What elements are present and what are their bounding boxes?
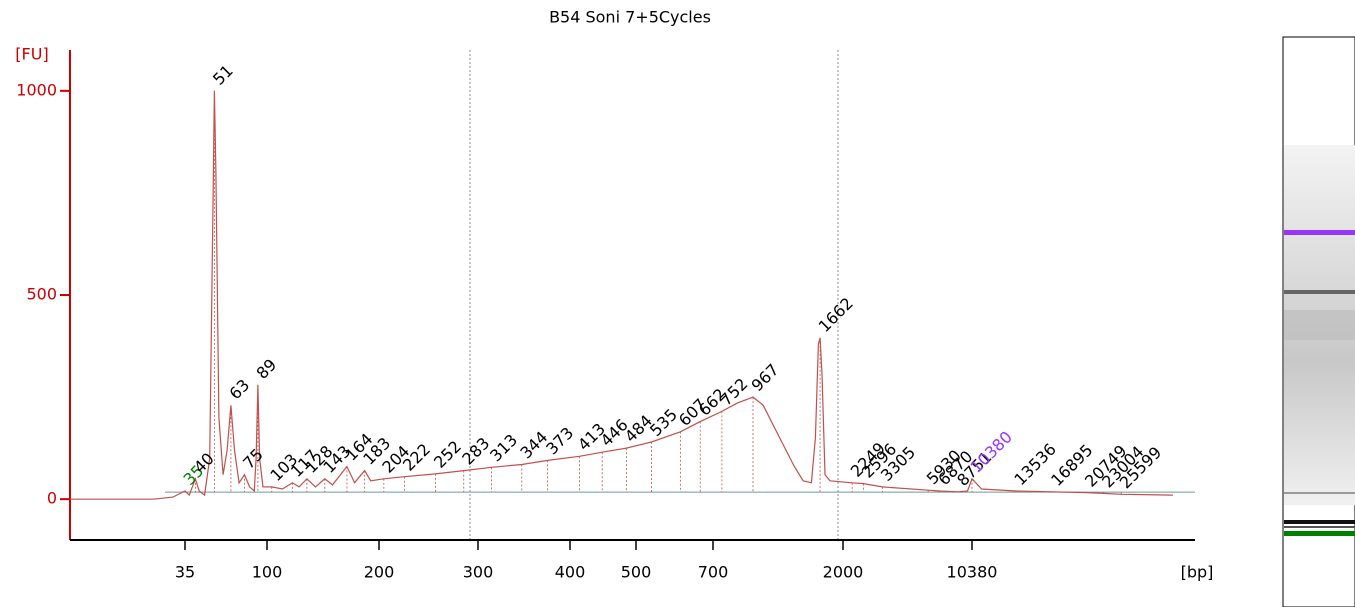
y-tick-label: 500 <box>26 285 57 304</box>
gel-lane <box>1282 36 1355 608</box>
gel-band <box>1284 230 1355 235</box>
peak-label: 535 <box>646 405 681 440</box>
x-tick-label: 2000 <box>823 563 864 582</box>
gel-band <box>1284 526 1355 528</box>
peak-label: 89 <box>252 355 280 383</box>
x-tick-label: 100 <box>252 563 283 582</box>
peak-label: 51 <box>209 61 237 89</box>
gel-band <box>1284 520 1355 524</box>
gel-band <box>1284 531 1355 536</box>
peak-label: 313 <box>486 430 521 465</box>
x-tick-label: 300 <box>463 563 494 582</box>
x-tick-label: 35 <box>175 563 195 582</box>
peak-label: 967 <box>748 360 783 395</box>
chart-title: B54 Soni 7+5Cycles <box>549 8 711 27</box>
peak-label: 373 <box>542 423 577 458</box>
x-tick-label: 10380 <box>947 563 998 582</box>
x-tick-label: 500 <box>621 563 652 582</box>
x-tick-label: 400 <box>555 563 586 582</box>
peak-label: 75 <box>239 445 267 473</box>
peak-label: 10380 <box>967 427 1016 476</box>
gel-band <box>1284 492 1355 494</box>
x-tick-label: 700 <box>698 563 729 582</box>
peak-label: 222 <box>399 440 434 475</box>
y-tick-label: 1000 <box>16 80 57 99</box>
y-tick-label: 0 <box>47 489 57 508</box>
y-axis-label: [FU] <box>15 45 48 64</box>
peak-label: 1662 <box>815 294 857 336</box>
x-axis-label: [bp] <box>1181 563 1214 582</box>
peak-label: 63 <box>225 375 253 403</box>
gel-band <box>1284 310 1355 340</box>
x-tick-label: 200 <box>364 563 395 582</box>
gel-band <box>1284 290 1355 294</box>
